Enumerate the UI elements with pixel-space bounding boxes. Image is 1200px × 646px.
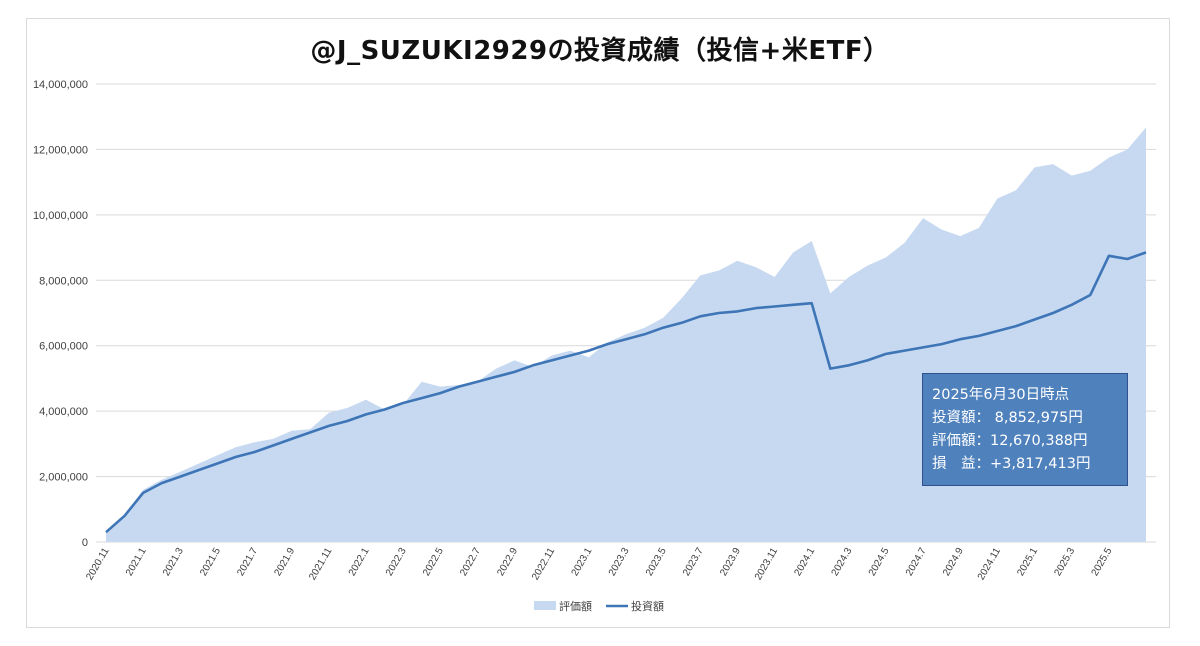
- info-investment: 投資額： 8,852,975円: [932, 410, 1083, 426]
- x-axis-ticks: 2020.11 2021.1 2021.3 2021.5 2021.7 2021.9 202…: [84, 546, 1114, 583]
- y-tick-label: 12,000,000: [33, 144, 88, 156]
- y-axis-ticks: 0 2,000,000 4,000,000 6,000,000 8,000,000 10,…: [33, 79, 88, 549]
- y-tick-label: 10,000,000: [33, 210, 88, 222]
- x-tick-label: 2023.5: [644, 546, 669, 578]
- x-tick-label: 2022.3: [384, 546, 409, 578]
- valuation-area: [106, 127, 1146, 542]
- y-tick-label: 2,000,000: [39, 472, 88, 484]
- x-tick-label: 2024.11: [976, 546, 1003, 583]
- info-profit: 損 益：+3,817,413円: [932, 456, 1091, 472]
- legend-area-swatch: [534, 601, 556, 610]
- x-tick-label: 2023.9: [718, 546, 743, 578]
- x-tick-label: 2024.5: [867, 546, 892, 578]
- x-tick-label: 2021.5: [198, 546, 223, 578]
- x-tick-label: 2022.9: [495, 546, 520, 578]
- x-tick-label: 2023.1: [570, 546, 595, 578]
- info-valuation: 評価額：12,670,388円: [932, 433, 1088, 449]
- y-tick-label: 4,000,000: [39, 406, 88, 418]
- y-tick-label: 8,000,000: [39, 275, 88, 287]
- info-box: 2025年6月30日時点 投資額： 8,852,975円 評価額：12,670,…: [922, 373, 1128, 486]
- x-tick-label: 2024.7: [904, 546, 929, 578]
- x-tick-label: 2021.7: [235, 546, 260, 578]
- legend-area-label: 評価額: [559, 599, 592, 613]
- x-tick-label: 2024.1: [792, 546, 817, 578]
- y-tick-label: 14,000,000: [33, 79, 88, 91]
- x-tick-label: 2021.11: [307, 546, 334, 583]
- y-tick-label: 0: [82, 537, 88, 549]
- legend-line-label: 投資額: [631, 599, 664, 613]
- x-tick-label: 2024.3: [830, 546, 855, 578]
- y-tick-label: 6,000,000: [39, 341, 88, 353]
- x-tick-label: 2022.5: [421, 546, 446, 578]
- x-tick-label: 2020.11: [84, 546, 111, 583]
- x-tick-label: 2021.1: [124, 546, 149, 578]
- x-tick-label: 2021.3: [161, 546, 186, 578]
- x-tick-label: 2025.3: [1052, 546, 1077, 578]
- x-tick-label: 2025.5: [1090, 546, 1115, 578]
- area-series: [106, 127, 1146, 542]
- x-tick-label: 2021.9: [272, 546, 297, 578]
- info-date: 2025年6月30日時点: [932, 387, 1070, 403]
- x-tick-label: 2022.11: [530, 546, 557, 583]
- x-tick-label: 2022.1: [347, 546, 372, 578]
- x-tick-label: 2025.1: [1015, 546, 1040, 578]
- x-tick-label: 2023.7: [681, 546, 706, 578]
- investment-line: [105, 251, 1147, 534]
- chart-title: @J_SUZUKI2929の投資成績（投信+米ETF）: [310, 36, 890, 66]
- x-tick-label: 2024.9: [941, 546, 966, 578]
- legend: 評価額 投資額: [534, 599, 664, 613]
- line-series: [105, 251, 1147, 534]
- x-tick-label: 2023.3: [607, 546, 632, 578]
- x-tick-label: 2022.7: [458, 546, 483, 578]
- x-tick-label: 2023.11: [753, 546, 780, 583]
